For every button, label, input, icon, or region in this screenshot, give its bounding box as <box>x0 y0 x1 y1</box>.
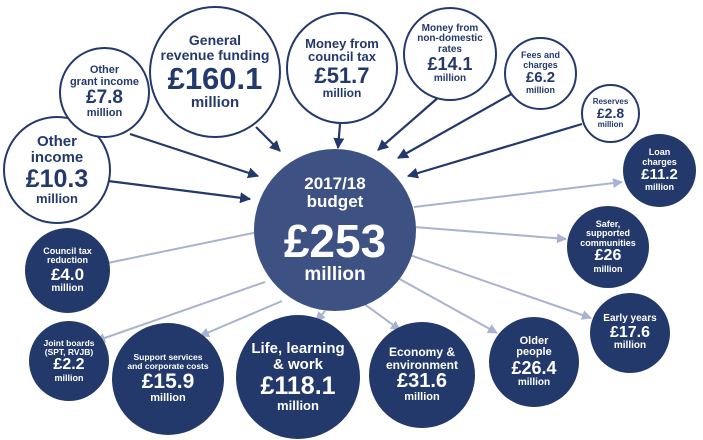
spend-label: Loan charges <box>642 147 677 167</box>
spend-label: Older people <box>516 334 552 359</box>
spend-bubble-loan-charges: Loan charges £11.2 million <box>623 134 696 207</box>
spend-unit: million <box>517 376 551 388</box>
spend-amount: £4.0 <box>50 264 85 284</box>
spend-bubble-economy-environment: Economy & environment £31.6 million <box>369 322 475 428</box>
spend-unit: million <box>404 391 440 404</box>
spend-label: Life, learning & work <box>251 340 345 374</box>
spend-amount: £26.4 <box>511 357 557 378</box>
spend-bubble-joint-boards: Joint boards (SPT, RVJB) £2.2 million <box>29 321 109 401</box>
spend-amount: £2.2 <box>53 355 85 373</box>
income-bubble-general-revenue-funding: General revenue funding £160.1 million <box>149 6 281 138</box>
spend-amount: £15.9 <box>141 370 195 394</box>
income-amount: £160.1 <box>167 60 263 96</box>
income-label: Fees and charges <box>520 50 560 70</box>
income-unit: million <box>322 85 362 100</box>
budget-year-label: 2017/18 budget <box>304 174 366 211</box>
spending-arrow <box>403 252 592 320</box>
income-label: Other grant income <box>69 64 140 88</box>
income-unit: million <box>526 85 555 96</box>
income-arrow <box>129 132 260 179</box>
total-budget-bubble: 2017/18 budget £253 million <box>254 149 416 311</box>
spend-unit: million <box>54 372 84 383</box>
spend-unit: million <box>150 392 186 405</box>
budget-total-unit: million <box>304 264 366 286</box>
income-unit: million <box>597 119 624 129</box>
income-bubble-reserves: Reserves £2.8 million <box>581 84 640 143</box>
income-arrow <box>377 95 441 151</box>
income-arrow <box>333 123 345 150</box>
income-amount: £2.8 <box>596 105 625 122</box>
spend-label: Support services and corporate costs <box>127 352 209 372</box>
spend-label: Economy & environment <box>385 345 458 372</box>
income-bubble-council-tax: Money from council tax £51.7 million <box>286 12 398 124</box>
spend-amount: £17.6 <box>609 323 651 341</box>
spend-amount: £11.2 <box>641 166 678 184</box>
spend-unit: million <box>277 398 319 414</box>
budget-total-amount: £253 <box>283 214 387 267</box>
income-amount: £6.2 <box>525 69 556 87</box>
spend-bubble-older-people: Older people £26.4 million <box>489 317 579 407</box>
spend-bubble-early-years: Early years £17.6 million <box>590 293 670 373</box>
income-unit: million <box>190 94 240 112</box>
spend-label: Safer, supported communities <box>580 218 636 248</box>
income-arrow <box>397 91 516 159</box>
spend-bubble-life-learning-work: Life, learning & work £118.1 million <box>236 315 360 439</box>
spend-bubble-council-tax-reduction: Council tax reduction £4.0 million <box>25 228 110 313</box>
spend-bubble-support-services: Support services and corporate costs £15… <box>112 323 224 435</box>
income-arrow <box>107 179 252 204</box>
income-amount: £7.8 <box>86 87 123 109</box>
income-unit: million <box>433 72 467 84</box>
income-bubble-other-grant-income: Other grant income £7.8 million <box>59 47 150 138</box>
income-amount: £51.7 <box>314 62 370 88</box>
spend-label: Council tax reduction <box>43 245 92 266</box>
spend-unit: million <box>613 340 647 352</box>
income-unit: million <box>36 191 78 207</box>
spend-unit: million <box>51 282 84 294</box>
spend-amount: £31.6 <box>396 370 448 393</box>
spend-unit: million <box>593 263 623 274</box>
income-label: Other income <box>30 133 84 167</box>
spend-bubble-safer-communities: Safer, supported communities £26 million <box>567 206 649 288</box>
spend-label: Early years <box>603 313 657 325</box>
spend-unit: million <box>645 182 674 193</box>
income-bubble-fees-and-charges: Fees and charges £6.2 million <box>504 37 577 110</box>
spend-amount: £26 <box>594 247 622 265</box>
spending-arrow <box>386 271 498 334</box>
income-label: Money from non-domestic rates <box>417 22 483 55</box>
income-amount: £14.1 <box>427 54 473 75</box>
income-arrow <box>255 126 281 152</box>
spending-arrow <box>97 231 259 269</box>
spending-arrow <box>413 226 567 244</box>
income-unit: million <box>86 107 123 120</box>
spending-arrow <box>199 300 283 338</box>
income-arrow <box>406 122 583 179</box>
income-label: General revenue funding <box>160 32 270 63</box>
income-label: Reserves <box>592 96 629 106</box>
income-label: Money from council tax <box>305 35 379 65</box>
spend-amount: £118.1 <box>260 371 336 400</box>
spending-arrow <box>95 281 266 343</box>
spending-arrow <box>413 178 623 208</box>
income-amount: £10.3 <box>25 164 89 193</box>
income-bubble-non-domestic-rates: Money from non-domestic rates £14.1 mill… <box>403 7 497 101</box>
spend-label: Joint boards (SPT, RVJB) <box>43 337 95 357</box>
